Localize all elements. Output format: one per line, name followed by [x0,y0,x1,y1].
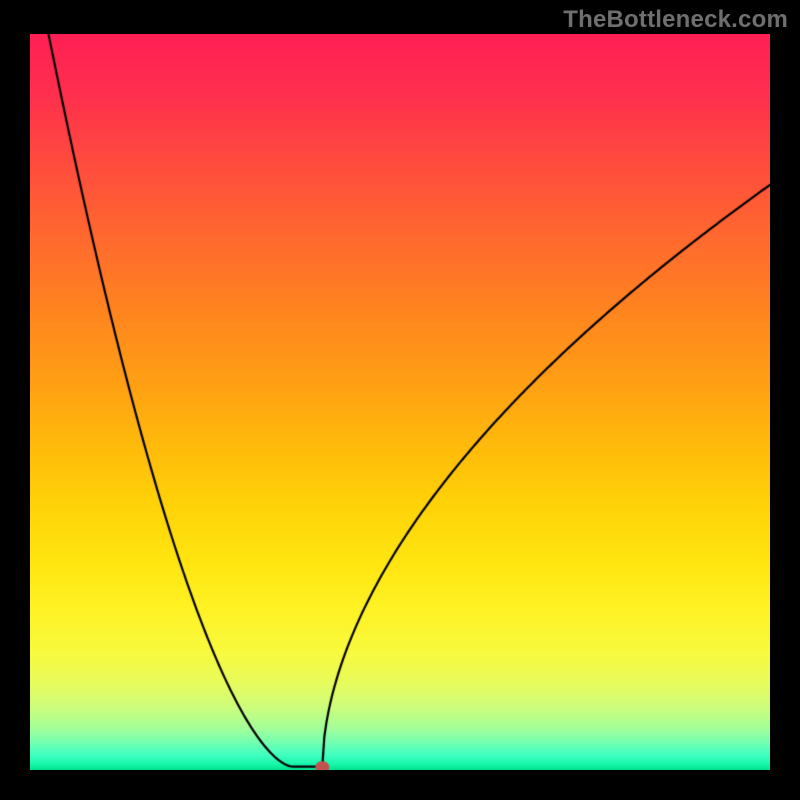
chart-area [30,34,770,770]
bottleneck-curve [30,34,770,770]
watermark-text: TheBottleneck.com [563,6,788,34]
